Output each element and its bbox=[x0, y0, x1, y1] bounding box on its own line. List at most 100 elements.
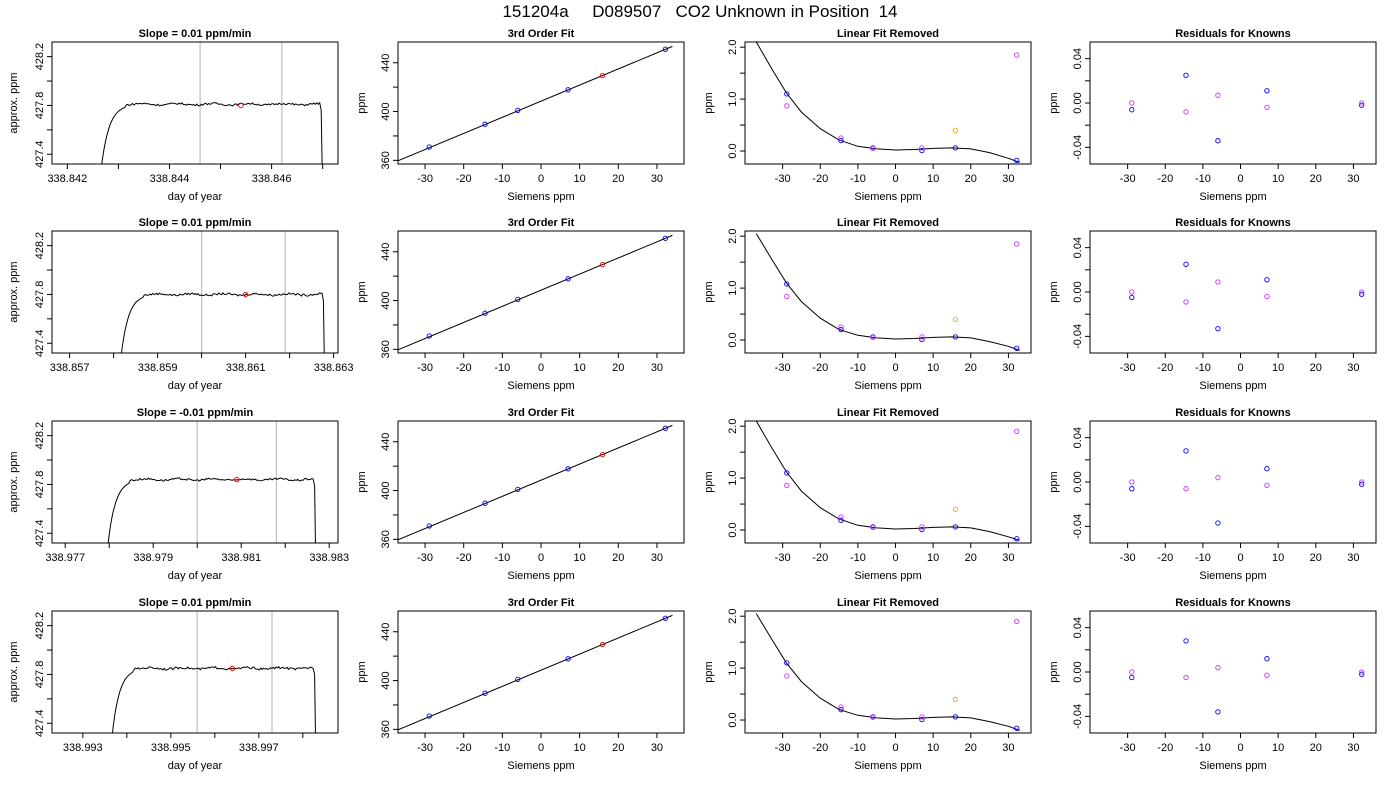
x-tick-label: 20 bbox=[1310, 173, 1322, 185]
panel-r2c4: Residuals for Knowns Siemens ppm ppm -30 -20… bbox=[1048, 217, 1377, 392]
panel-title: 3rd Order Fit bbox=[508, 407, 575, 419]
x-tick-label: 20 bbox=[1310, 742, 1322, 754]
point-known bbox=[482, 690, 488, 696]
point-known bbox=[565, 656, 571, 662]
y-tick-label: 2.0 bbox=[727, 229, 739, 244]
x-axis-label: Siemens ppm bbox=[1199, 191, 1266, 203]
plot-frame bbox=[744, 610, 1032, 734]
point-known bbox=[482, 310, 488, 316]
plot-frame bbox=[397, 230, 685, 354]
fit-line bbox=[398, 234, 673, 351]
panel-r2c3: Linear Fit Removed Siemens ppm ppm -30 -20 -1… bbox=[703, 217, 1032, 392]
x-tick-label: 338.981 bbox=[221, 552, 261, 564]
x-tick-label: -10 bbox=[850, 552, 866, 564]
point-linear-known bbox=[1215, 664, 1221, 671]
panel-r3c3: Linear Fit Removed Siemens ppm ppm -30 -20 -1… bbox=[703, 407, 1032, 582]
x-tick-label: 338.844 bbox=[150, 173, 190, 185]
point-known bbox=[565, 466, 571, 472]
x-tick-label: 20 bbox=[965, 552, 977, 564]
point-known bbox=[838, 326, 844, 333]
point-known bbox=[952, 714, 959, 720]
y-tick-label: 0.00 bbox=[1072, 661, 1084, 682]
y-tick-label: 1.0 bbox=[727, 280, 739, 295]
plot-frame bbox=[1089, 610, 1377, 734]
fit-curve bbox=[755, 233, 1020, 351]
point-known bbox=[662, 425, 669, 431]
point-known bbox=[919, 526, 925, 533]
y-tick-label: 427.8 bbox=[34, 92, 46, 120]
y-tick-label: 440 bbox=[380, 433, 392, 451]
panel-title: Slope = -0.01 ppm/min bbox=[137, 407, 254, 419]
point-linear-known bbox=[784, 103, 790, 109]
point-linear-unknown bbox=[952, 127, 959, 133]
point-known bbox=[1014, 536, 1020, 542]
x-tick-label: -10 bbox=[850, 173, 866, 185]
y-tick-label: -0.04 bbox=[1072, 704, 1084, 729]
plot-area bbox=[1129, 261, 1365, 332]
x-axis-label: Siemens ppm bbox=[854, 570, 921, 582]
y-tick-label: -0.04 bbox=[1072, 135, 1084, 160]
point-known bbox=[1359, 671, 1365, 677]
point-linear-known bbox=[1014, 241, 1020, 247]
point-linear-known bbox=[838, 324, 844, 330]
point-linear-known bbox=[919, 524, 925, 530]
point-known bbox=[919, 336, 925, 343]
point-linear-unknown bbox=[952, 506, 959, 512]
y-tick-label: 1.0 bbox=[727, 91, 739, 106]
fit-line bbox=[398, 45, 673, 162]
point-linear-known bbox=[1359, 100, 1365, 106]
y-tick-label: 427.4 bbox=[34, 709, 46, 737]
x-axis-label: day of year bbox=[168, 191, 223, 203]
panel-r3c4: Residuals for Knowns Siemens ppm ppm -30 -20… bbox=[1048, 407, 1377, 582]
x-tick-label: 10 bbox=[574, 552, 586, 564]
plot-frame bbox=[744, 230, 1032, 354]
point-known bbox=[952, 145, 959, 151]
point-known bbox=[515, 107, 521, 114]
fit-curve bbox=[755, 42, 1020, 163]
x-axis-label: Siemens ppm bbox=[507, 380, 574, 392]
point-linear-known bbox=[1014, 618, 1020, 625]
y-tick-label: 0.04 bbox=[1072, 48, 1084, 69]
point-linear-known bbox=[870, 524, 876, 531]
point-linear-known bbox=[1183, 674, 1189, 681]
panel-r2c1: Slope = 0.01 ppm/min day of year approx. p… bbox=[8, 217, 353, 392]
x-tick-label: -10 bbox=[494, 742, 510, 754]
x-tick-label: -10 bbox=[850, 742, 866, 754]
point-linear-known bbox=[919, 714, 925, 720]
x-tick-label: -30 bbox=[1120, 173, 1136, 185]
point-linear-known bbox=[919, 145, 925, 151]
y-axis-label: approx. ppm bbox=[8, 261, 20, 322]
point-known bbox=[1014, 157, 1020, 164]
x-tick-label: 0 bbox=[538, 552, 544, 564]
x-tick-label: -20 bbox=[456, 362, 472, 374]
y-axis-label: ppm bbox=[703, 471, 715, 492]
y-axis-label: ppm bbox=[703, 661, 715, 682]
sample-marker bbox=[229, 665, 236, 671]
point-linear-known bbox=[870, 145, 876, 152]
fit-line bbox=[398, 614, 673, 731]
y-tick-label: -0.04 bbox=[1072, 324, 1084, 349]
point-linear-known bbox=[784, 293, 790, 300]
y-tick-label: 0.04 bbox=[1072, 617, 1084, 638]
point-known bbox=[1129, 674, 1135, 681]
y-tick-label: 427.4 bbox=[34, 329, 46, 357]
y-axis-label: approx. ppm bbox=[8, 641, 20, 702]
point-known bbox=[1014, 345, 1020, 351]
x-tick-label: 30 bbox=[1347, 173, 1359, 185]
x-axis-label: Siemens ppm bbox=[1199, 380, 1266, 392]
sample-marker bbox=[242, 291, 249, 298]
point-known bbox=[482, 500, 488, 506]
point-known bbox=[426, 144, 432, 150]
plot-area bbox=[107, 421, 316, 543]
y-axis-label: ppm bbox=[356, 92, 368, 113]
x-tick-label: 30 bbox=[651, 362, 663, 374]
point-known bbox=[1264, 466, 1270, 472]
point-known bbox=[838, 706, 844, 713]
y-axis-label: ppm bbox=[1048, 92, 1060, 113]
y-tick-label: 428.2 bbox=[34, 43, 46, 71]
y-tick-label: 427.8 bbox=[34, 281, 46, 309]
x-axis-label: Siemens ppm bbox=[1199, 760, 1266, 772]
point-linear-known bbox=[1264, 482, 1270, 488]
y-tick-label: 440 bbox=[380, 54, 392, 72]
plot-area bbox=[101, 42, 323, 164]
